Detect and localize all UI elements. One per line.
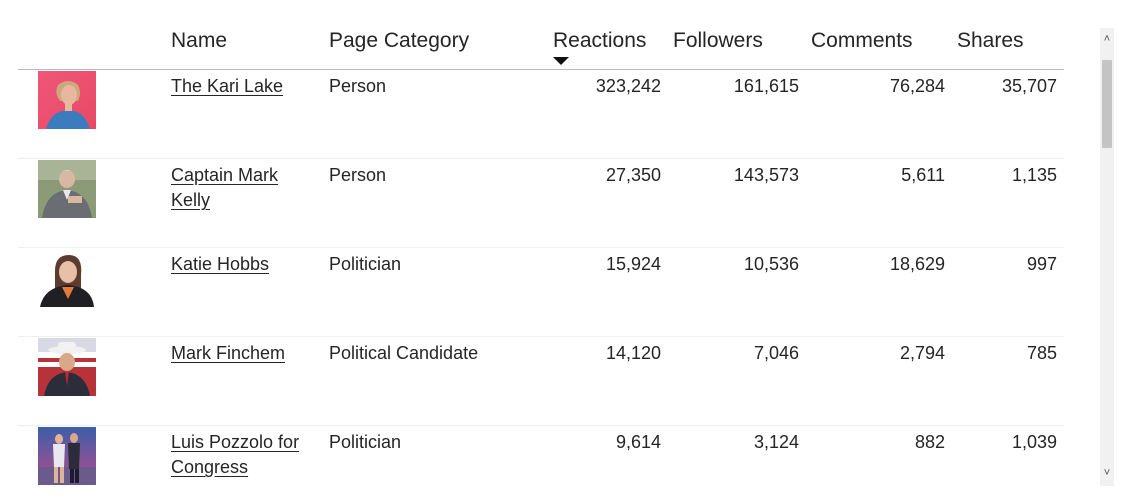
profile-photo-icon[interactable] (38, 249, 96, 307)
reactions-value: 27,350 (605, 165, 661, 185)
shares-value: 785 (1026, 343, 1057, 363)
page-category: Politician (329, 432, 402, 452)
profile-photo-icon[interactable] (38, 338, 96, 396)
profile-photo-icon[interactable] (38, 160, 96, 218)
followers-value: 143,573 (733, 165, 799, 185)
table-row: Katie Hobbs Politician 15,924 10,536 18,… (18, 248, 1064, 337)
table-row: Captain Mark Kelly Person 27,350 143,573… (18, 159, 1064, 248)
page-category: Politician (329, 254, 402, 274)
sort-descending-icon[interactable] (553, 57, 569, 65)
table-header: Name Page Category Reactions Followers C… (18, 0, 1064, 70)
column-header-reactions[interactable]: Reactions (553, 29, 647, 52)
page-category: Political Candidate (329, 343, 479, 363)
comments-value: 882 (914, 432, 945, 452)
reactions-value: 323,242 (595, 76, 661, 96)
scroll-down-icon[interactable]: ˅ (1103, 467, 1111, 479)
column-header-name[interactable]: Name (171, 29, 228, 52)
shares-value: 35,707 (1001, 76, 1057, 96)
profile-photo-icon[interactable] (38, 71, 96, 129)
followers-value: 7,046 (753, 343, 799, 363)
comments-value: 18,629 (889, 254, 945, 274)
followers-value: 3,124 (753, 432, 799, 452)
page-name-link[interactable]: Mark Finchem (171, 343, 286, 363)
followers-value: 161,615 (733, 76, 799, 96)
page-name-link[interactable]: Luis Pozzolo for Congress (171, 432, 300, 477)
table-row: Luis Pozzolo for Congress Politician 9,6… (18, 426, 1064, 502)
reactions-value: 15,924 (605, 254, 661, 274)
page-name-link[interactable]: The Kari Lake (171, 76, 284, 96)
pages-table: Name Page Category Reactions Followers C… (18, 0, 1064, 502)
followers-value: 10,536 (743, 254, 799, 274)
comments-value: 2,794 (899, 343, 945, 363)
shares-value: 1,135 (1011, 165, 1057, 185)
shares-value: 1,039 (1011, 432, 1057, 452)
scroll-up-icon[interactable]: ˄ (1103, 33, 1111, 45)
reactions-value: 14,120 (605, 343, 661, 363)
scrollbar-thumb[interactable] (1102, 60, 1112, 148)
column-header-shares[interactable]: Shares (957, 29, 1024, 52)
page-category: Person (329, 76, 387, 96)
comments-value: 5,611 (901, 165, 945, 185)
shares-value: 997 (1026, 254, 1057, 274)
table-row: Mark Finchem Political Candidate 14,120 … (18, 337, 1064, 426)
column-header-comments[interactable]: Comments (811, 29, 913, 52)
vertical-scrollbar[interactable]: ˄ ˅ (1100, 28, 1114, 486)
reactions-value: 9,614 (615, 432, 661, 452)
table-row: The Kari Lake Person 323,242 161,615 76,… (18, 70, 1064, 159)
page-name-link[interactable]: Captain Mark Kelly (171, 165, 279, 210)
column-header-page-category[interactable]: Page Category (329, 29, 470, 52)
profile-photo-icon[interactable] (38, 427, 96, 485)
column-header-followers[interactable]: Followers (673, 29, 763, 52)
page-name-link[interactable]: Katie Hobbs (171, 254, 270, 274)
comments-value: 76,284 (889, 76, 945, 96)
page-category: Person (329, 165, 387, 185)
